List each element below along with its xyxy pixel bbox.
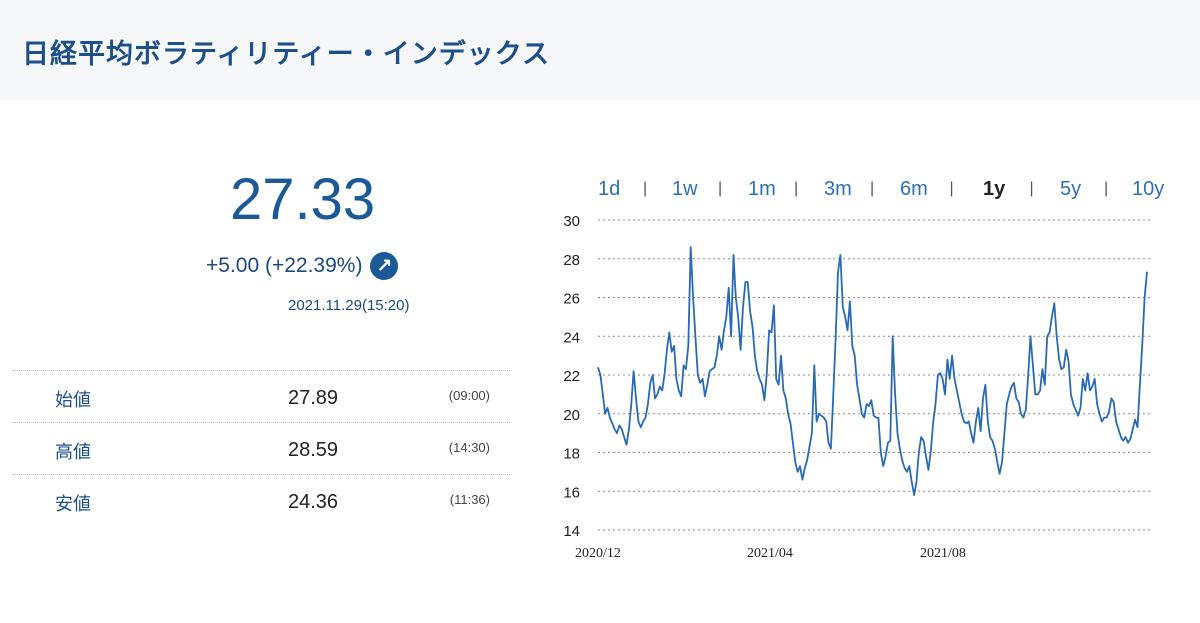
range-3m[interactable]: 3m: [824, 178, 852, 200]
stats-table: 始値 27.89 (09:00) 高値 28.59 (14:30) 安値 24.36 (11…: [12, 370, 510, 526]
series-line: [597, 246, 1148, 497]
page-header: 日経平均ボラティリティー・インデックス: [0, 0, 1200, 100]
y-tick-label: 22: [563, 368, 580, 385]
y-tick-label: 26: [563, 291, 580, 308]
range-5y[interactable]: 5y: [1060, 178, 1082, 200]
stat-time: (14:30): [448, 440, 490, 455]
change-text: +5.00 (+22.39%): [206, 254, 363, 277]
y-tick-label: 20: [563, 407, 580, 424]
range-10y[interactable]: 10y: [1132, 178, 1165, 200]
range-separator: |: [949, 180, 954, 197]
stat-label: 安値: [55, 494, 91, 515]
range-separator: |: [718, 180, 723, 197]
stat-row-high: 高値 28.59 (14:30): [12, 422, 510, 474]
timestamp: 2021.11.29(15:20): [288, 297, 410, 314]
y-tick-label: 28: [563, 252, 580, 269]
range-separator: |: [870, 180, 875, 197]
stat-value: 28.59: [288, 439, 339, 461]
range-1m[interactable]: 1m: [748, 178, 776, 200]
y-tick-label: 14: [563, 523, 580, 540]
price-change: +5.00 (+22.39%) ↗: [206, 252, 399, 280]
stat-value: 24.36: [288, 491, 339, 513]
y-tick-label: 30: [563, 213, 580, 230]
range-1d[interactable]: 1d: [598, 178, 621, 200]
range-6m[interactable]: 6m: [900, 178, 928, 200]
x-tick-label: 2021/04: [747, 546, 793, 561]
stat-time: (09:00): [448, 388, 490, 403]
stat-time: (11:36): [449, 492, 490, 507]
y-tick-label: 18: [563, 446, 580, 463]
range-separator: |: [1104, 180, 1109, 197]
page-title: 日経平均ボラティリティー・インデックス: [22, 39, 550, 70]
stat-value: 27.89: [288, 387, 339, 409]
stat-row-low: 安値 24.36 (11:36): [12, 474, 510, 526]
arrow-up-right-icon: ↗: [370, 252, 399, 280]
stat-label: 高値: [55, 442, 91, 463]
y-tick-label: 24: [563, 329, 580, 346]
current-price: 27.33: [230, 167, 376, 232]
range-separator: |: [1029, 180, 1034, 197]
range-1w[interactable]: 1w: [672, 178, 698, 200]
x-tick-label: 2020/12: [575, 546, 621, 561]
y-tick-label: 16: [563, 484, 580, 501]
stat-label: 始値: [55, 390, 91, 411]
range-1y[interactable]: 1y: [983, 178, 1006, 200]
range-separator: |: [643, 180, 648, 197]
stat-row-open: 始値 27.89 (09:00): [12, 370, 510, 422]
x-tick-label: 2021/08: [920, 546, 966, 561]
range-separator: |: [794, 180, 799, 197]
